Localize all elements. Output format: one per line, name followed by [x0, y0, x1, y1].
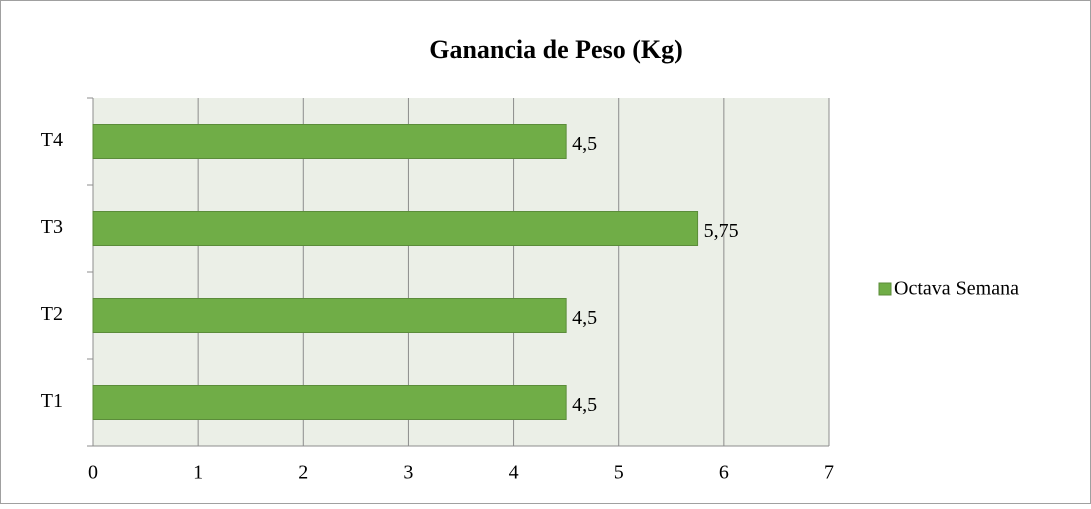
x-tick-label: 6 [719, 462, 729, 484]
chart-title: Ganancia de Peso (Kg) [429, 35, 683, 64]
value-label: 4,5 [572, 133, 597, 155]
value-label: 4,5 [572, 307, 597, 329]
y-tick-label: T4 [41, 129, 63, 151]
bar [92, 211, 699, 246]
y-tick-label: T1 [41, 390, 63, 412]
x-tick-label: 7 [824, 462, 834, 484]
legend-swatch [878, 282, 892, 296]
x-tick-label: 3 [403, 462, 413, 484]
x-tick-label: 2 [298, 462, 308, 484]
x-tick-label: 0 [88, 462, 98, 484]
value-label: 5,75 [704, 220, 739, 242]
x-tick-label: 4 [509, 462, 519, 484]
x-tick-label: 5 [614, 462, 624, 484]
x-tick-label: 1 [193, 462, 203, 484]
bar [92, 298, 567, 333]
bar [92, 124, 567, 159]
y-tick-label: T2 [41, 303, 63, 325]
bar [92, 385, 567, 420]
legend-label: Octava Semana [894, 278, 1019, 300]
y-tick-label: T3 [41, 216, 63, 238]
value-label: 4,5 [572, 394, 597, 416]
